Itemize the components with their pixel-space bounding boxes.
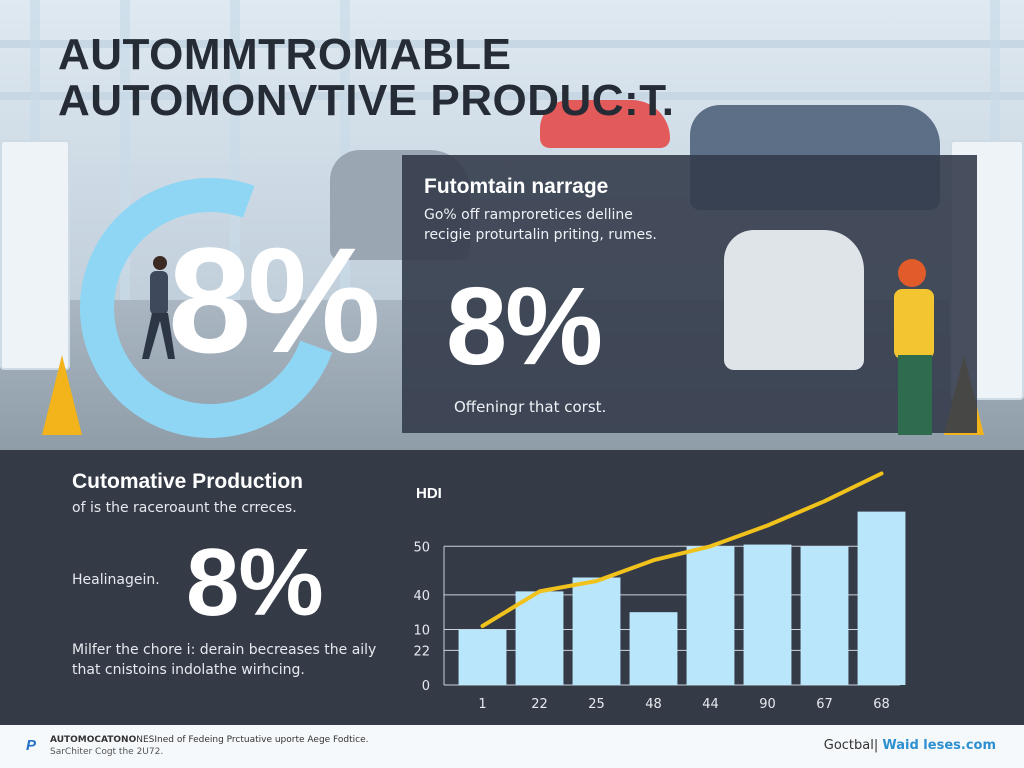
info-panel: Futomtain narrage Go% off ramproretices … [402, 155, 977, 435]
x-tick-label: 48 [645, 697, 662, 712]
x-tick-label: 22 [531, 697, 548, 712]
factory-pillar [120, 0, 130, 450]
x-tick-label: 90 [759, 697, 776, 712]
footer-credit-text: Goctbal| [823, 738, 879, 753]
trend-line [480, 471, 884, 628]
footer-line-1: AUTOMOCATONONESIned of Fedeing Prctuativ… [50, 735, 369, 745]
panel-stat: 8% [446, 265, 603, 388]
page-title: Autommtromable Automonvtive Produc:t. [58, 32, 674, 124]
panel-heading: Futomtain narrage [424, 175, 609, 198]
footer-line-2: SarChiter Cogt the 2U72. [50, 747, 164, 757]
x-tick-label: 25 [588, 697, 605, 712]
stat-label: Healinagein. [72, 572, 160, 588]
bar [458, 629, 507, 685]
brand-logo-icon: P [26, 737, 37, 754]
y-tick-label: 10 [413, 624, 430, 639]
mechanic-icon [894, 259, 934, 435]
bar [515, 591, 564, 685]
panel-paragraph: Go% off ramproretices delline recigie pr… [424, 207, 657, 243]
car-red [540, 100, 670, 148]
footer: P AUTOMOCATONONESIned of Fedeing Prctuat… [0, 725, 1024, 768]
bar [572, 577, 621, 685]
bar [686, 546, 735, 685]
hdi-chart: HDI 1 22 25 48 44 90 67 68 0 22 10 40 50 [413, 471, 906, 712]
x-tick-label: 68 [873, 697, 890, 712]
footer-credit: Goctbal| Waid leses.com [824, 738, 996, 753]
traffic-cone-icon [42, 355, 82, 435]
x-tick-label: 44 [702, 697, 719, 712]
footer-link[interactable]: Waid leses.com [882, 738, 996, 753]
machine [0, 140, 70, 370]
section-heading: Cutomative Production [72, 470, 304, 493]
hero-banner: Autommtromable Automonvtive Produc:t. 8%… [0, 0, 1024, 450]
x-tick-label: 67 [816, 697, 833, 712]
chart-title: HDI [416, 485, 442, 502]
section-stat: 8% [186, 529, 324, 636]
ceiling-beam [0, 40, 1024, 48]
y-tick-label: 40 [413, 589, 430, 604]
title-line-2: Automonvtive Produc:t. [58, 76, 675, 125]
y-tick-label: 0 [422, 679, 430, 694]
car-white [724, 230, 864, 370]
factory-pillar [230, 0, 240, 450]
bar [857, 511, 906, 685]
footer-brand: AUTOMOCATONO [50, 735, 137, 745]
bar [629, 612, 678, 685]
summary-section: Cutomative Production of is the raceroau… [0, 450, 1024, 725]
hero-stat: 8% [168, 216, 381, 384]
panel-caption: Offeningr that corst. [454, 398, 607, 416]
x-tick-label: 1 [478, 697, 486, 712]
y-tick-label: 22 [413, 644, 430, 659]
section-subtitle: of is the raceroaunt the crreces. [72, 500, 297, 516]
footer-text: NESIned of Fedeing Prctuative uporte Aeg… [136, 735, 369, 745]
title-line-1: Autommtromable [58, 30, 512, 79]
bar [800, 546, 849, 685]
worker-icon [142, 256, 175, 359]
section-note: Milfer the chore i: derain becreases the… [72, 642, 377, 678]
ceiling-beam [0, 92, 1024, 100]
bar [743, 544, 792, 685]
y-tick-label: 50 [413, 540, 430, 555]
